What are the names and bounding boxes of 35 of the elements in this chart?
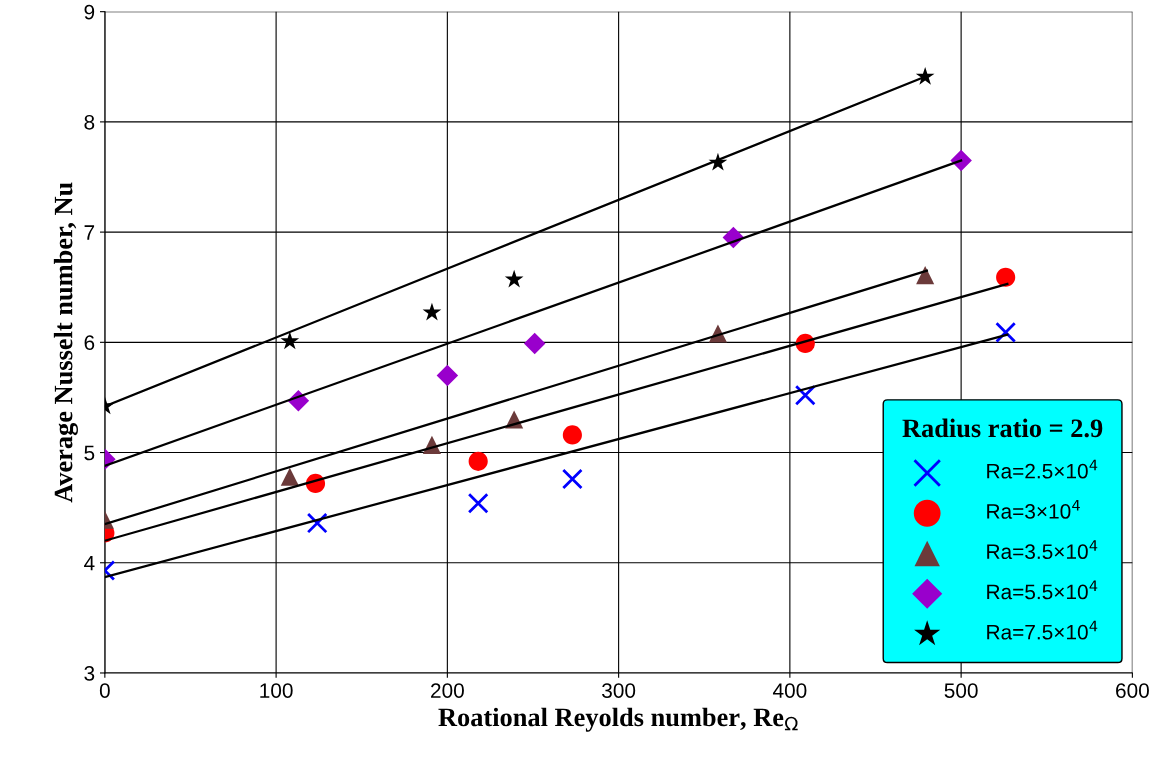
point [504,269,524,288]
point [467,492,489,514]
y-axis-title: Average Nusselt number, Nu [53,182,78,503]
point [950,149,972,172]
y-tick-label: 6 [84,335,95,351]
point [996,267,1016,287]
y-tick-label: 8 [84,114,95,130]
legend-label: Ra=5.5×10$^{4}$ [987,580,1098,600]
legend-label: Ra=7.5×10$^{4}$ [987,620,1098,640]
x-tick-label: 100 [260,683,293,698]
x-tick-label: 500 [944,683,978,698]
y-tick-label: 9 [84,4,95,20]
y-tick-label: 3 [84,665,95,681]
y-tick-label: 7 [84,225,95,240]
point [280,331,300,350]
x-tick-label: 200 [431,683,464,698]
point [523,332,546,355]
y-tick-label: 5 [84,445,95,461]
point [562,425,582,445]
legend-title: Radius ratio = 2.9 [902,418,1103,438]
y-tick-label: 4 [84,555,95,571]
legend-label: Ra=2.5×10$^{4}$ [987,459,1098,479]
legend-label: Ra=3.5×10$^{4}$ [987,540,1098,560]
x-tick-label: 300 [602,683,636,698]
x-tick-label: 0 [99,683,110,698]
point [561,468,583,490]
point [468,451,488,471]
point [422,302,442,321]
point [436,364,459,387]
x-tick-label: 400 [772,683,807,698]
point [280,467,299,486]
x-tick-label: 600 [1116,683,1149,698]
x-axis-title: Roational Reyolds number, Re$_{Ω}$ [438,707,798,732]
point [916,266,935,285]
legend-label: Ra=3×10$^{4}$ [987,499,1080,519]
